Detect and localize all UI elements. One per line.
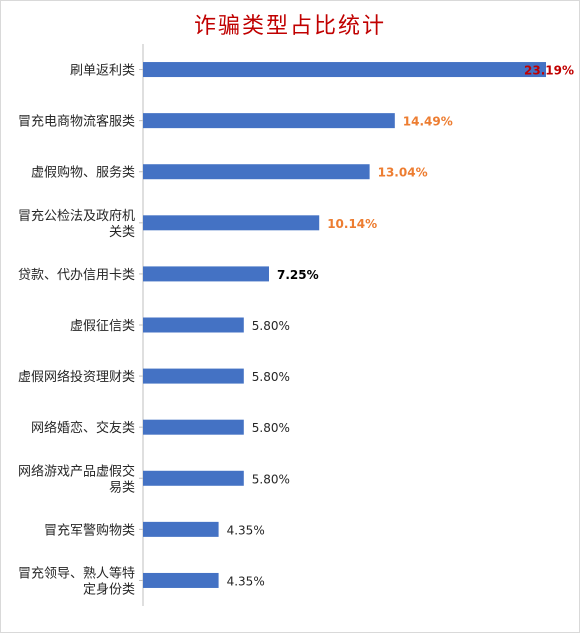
category-label: 冒充领导、熟人等特定身份类	[18, 565, 135, 597]
bar	[143, 62, 546, 78]
data-label: 4.35%	[227, 574, 265, 588]
category-label: 网络游戏产品虚假交易类	[18, 463, 135, 495]
bar	[143, 113, 395, 129]
bar	[143, 266, 269, 282]
category-label: 虚假征信类	[70, 319, 135, 334]
category-label: 网络婚恋、交友类	[31, 420, 135, 436]
category-label: 冒充电商物流客服类	[18, 114, 135, 130]
category-label: 贷款、代办信用卡类	[18, 268, 135, 283]
category-label: 虚假网络投资理财类	[18, 369, 135, 385]
category-label: 冒充公检法及政府机关类	[18, 208, 135, 240]
data-label: 5.80%	[252, 421, 290, 435]
data-label: 23.19%	[524, 64, 574, 78]
data-label: 4.35%	[227, 523, 265, 537]
data-label: 5.80%	[252, 319, 290, 333]
data-label: 10.14%	[327, 217, 377, 231]
bar	[143, 164, 370, 180]
bar	[143, 470, 244, 486]
bar	[143, 215, 320, 231]
data-label: 7.25%	[277, 268, 319, 282]
bar	[143, 521, 219, 537]
data-label: 5.80%	[252, 472, 290, 486]
bar	[143, 317, 244, 333]
chart-title: 诈骗类型占比统计	[193, 14, 386, 39]
category-label: 刷单返利类	[70, 64, 135, 79]
bar	[143, 368, 244, 384]
category-label: 虚假购物、服务类	[31, 165, 135, 181]
data-label: 13.04%	[378, 166, 428, 180]
bar	[143, 419, 244, 435]
category-label: 冒充军警购物类	[44, 522, 135, 538]
data-label: 5.80%	[252, 370, 290, 384]
bar	[143, 572, 219, 588]
data-label: 14.49%	[403, 115, 453, 129]
